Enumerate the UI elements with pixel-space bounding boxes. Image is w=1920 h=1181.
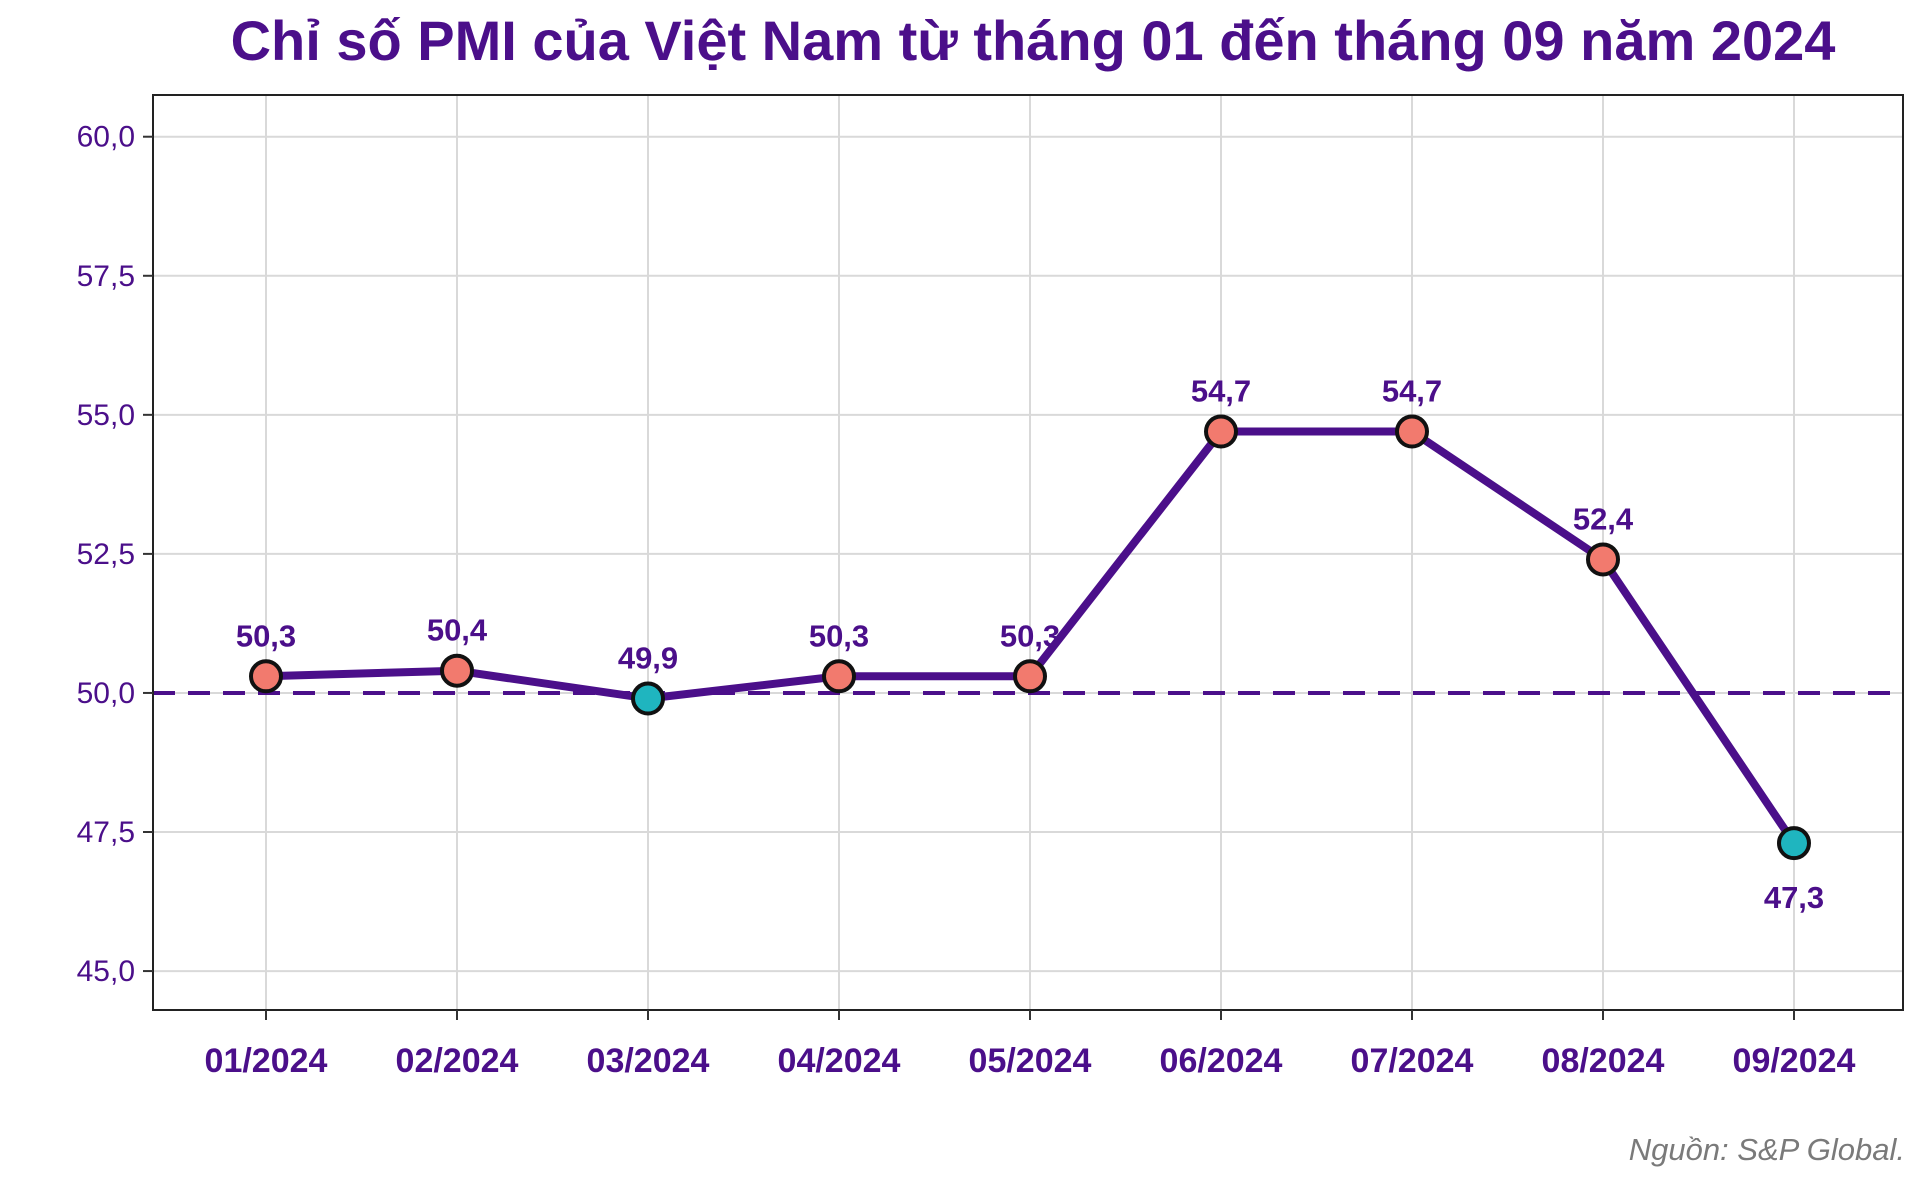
data-point	[1777, 826, 1811, 861]
y-tick-label: 45,0	[77, 955, 135, 988]
x-tick-label: 01/2024	[205, 1042, 328, 1080]
data-point	[1013, 659, 1047, 694]
data-label: 50,4	[427, 613, 488, 648]
y-tick-label: 55,0	[77, 399, 135, 432]
data-label: 54,7	[1191, 374, 1251, 409]
y-tick-label: 57,5	[77, 260, 135, 293]
data-label: 50,3	[236, 618, 296, 653]
data-label: 52,4	[1573, 501, 1634, 536]
data-label: 49,9	[618, 641, 678, 676]
data-point	[1395, 414, 1429, 449]
x-axis: 01/2024 02/2024 03/2024 04/2024 05/2024 06/20…	[205, 1010, 1856, 1080]
chart-title: Chỉ số PMI của Việt Nam từ tháng 01 đến …	[231, 9, 1836, 72]
data-points	[249, 414, 1811, 861]
y-tick-label: 47,5	[77, 816, 135, 849]
y-tick-label: 50,0	[77, 677, 135, 710]
data-point	[1586, 542, 1620, 577]
data-point	[631, 681, 665, 716]
x-tick-label: 03/2024	[587, 1042, 710, 1080]
y-tick-label: 52,5	[77, 538, 135, 571]
x-tick-label: 06/2024	[1160, 1042, 1283, 1080]
data-point	[822, 659, 856, 694]
data-label: 50,3	[1000, 618, 1060, 653]
plot-frame	[152, 94, 1904, 1011]
x-tick-label: 08/2024	[1542, 1042, 1665, 1080]
y-axis: 45,0 47,5 50,0 52,5 55,0 57,5 60,0	[77, 121, 153, 988]
data-label: 50,3	[809, 618, 869, 653]
source-note: Nguồn: S&P Global.	[1629, 1132, 1905, 1167]
data-label: 54,7	[1382, 374, 1442, 409]
x-tick-label: 09/2024	[1733, 1042, 1856, 1080]
data-point	[1204, 414, 1238, 449]
data-label: 47,3	[1764, 880, 1824, 915]
x-tick-label: 02/2024	[396, 1042, 519, 1080]
data-labels: 50,3 50,4 49,9 50,3 50,3 54,7 54,7 52,4 47,3	[236, 374, 1824, 916]
data-point	[440, 653, 474, 688]
x-tick-label: 05/2024	[969, 1042, 1092, 1080]
x-tick-label: 04/2024	[778, 1042, 901, 1080]
y-tick-label: 60,0	[77, 121, 135, 154]
gridlines	[153, 95, 1903, 1010]
data-point	[249, 659, 283, 694]
x-tick-label: 07/2024	[1351, 1042, 1474, 1080]
